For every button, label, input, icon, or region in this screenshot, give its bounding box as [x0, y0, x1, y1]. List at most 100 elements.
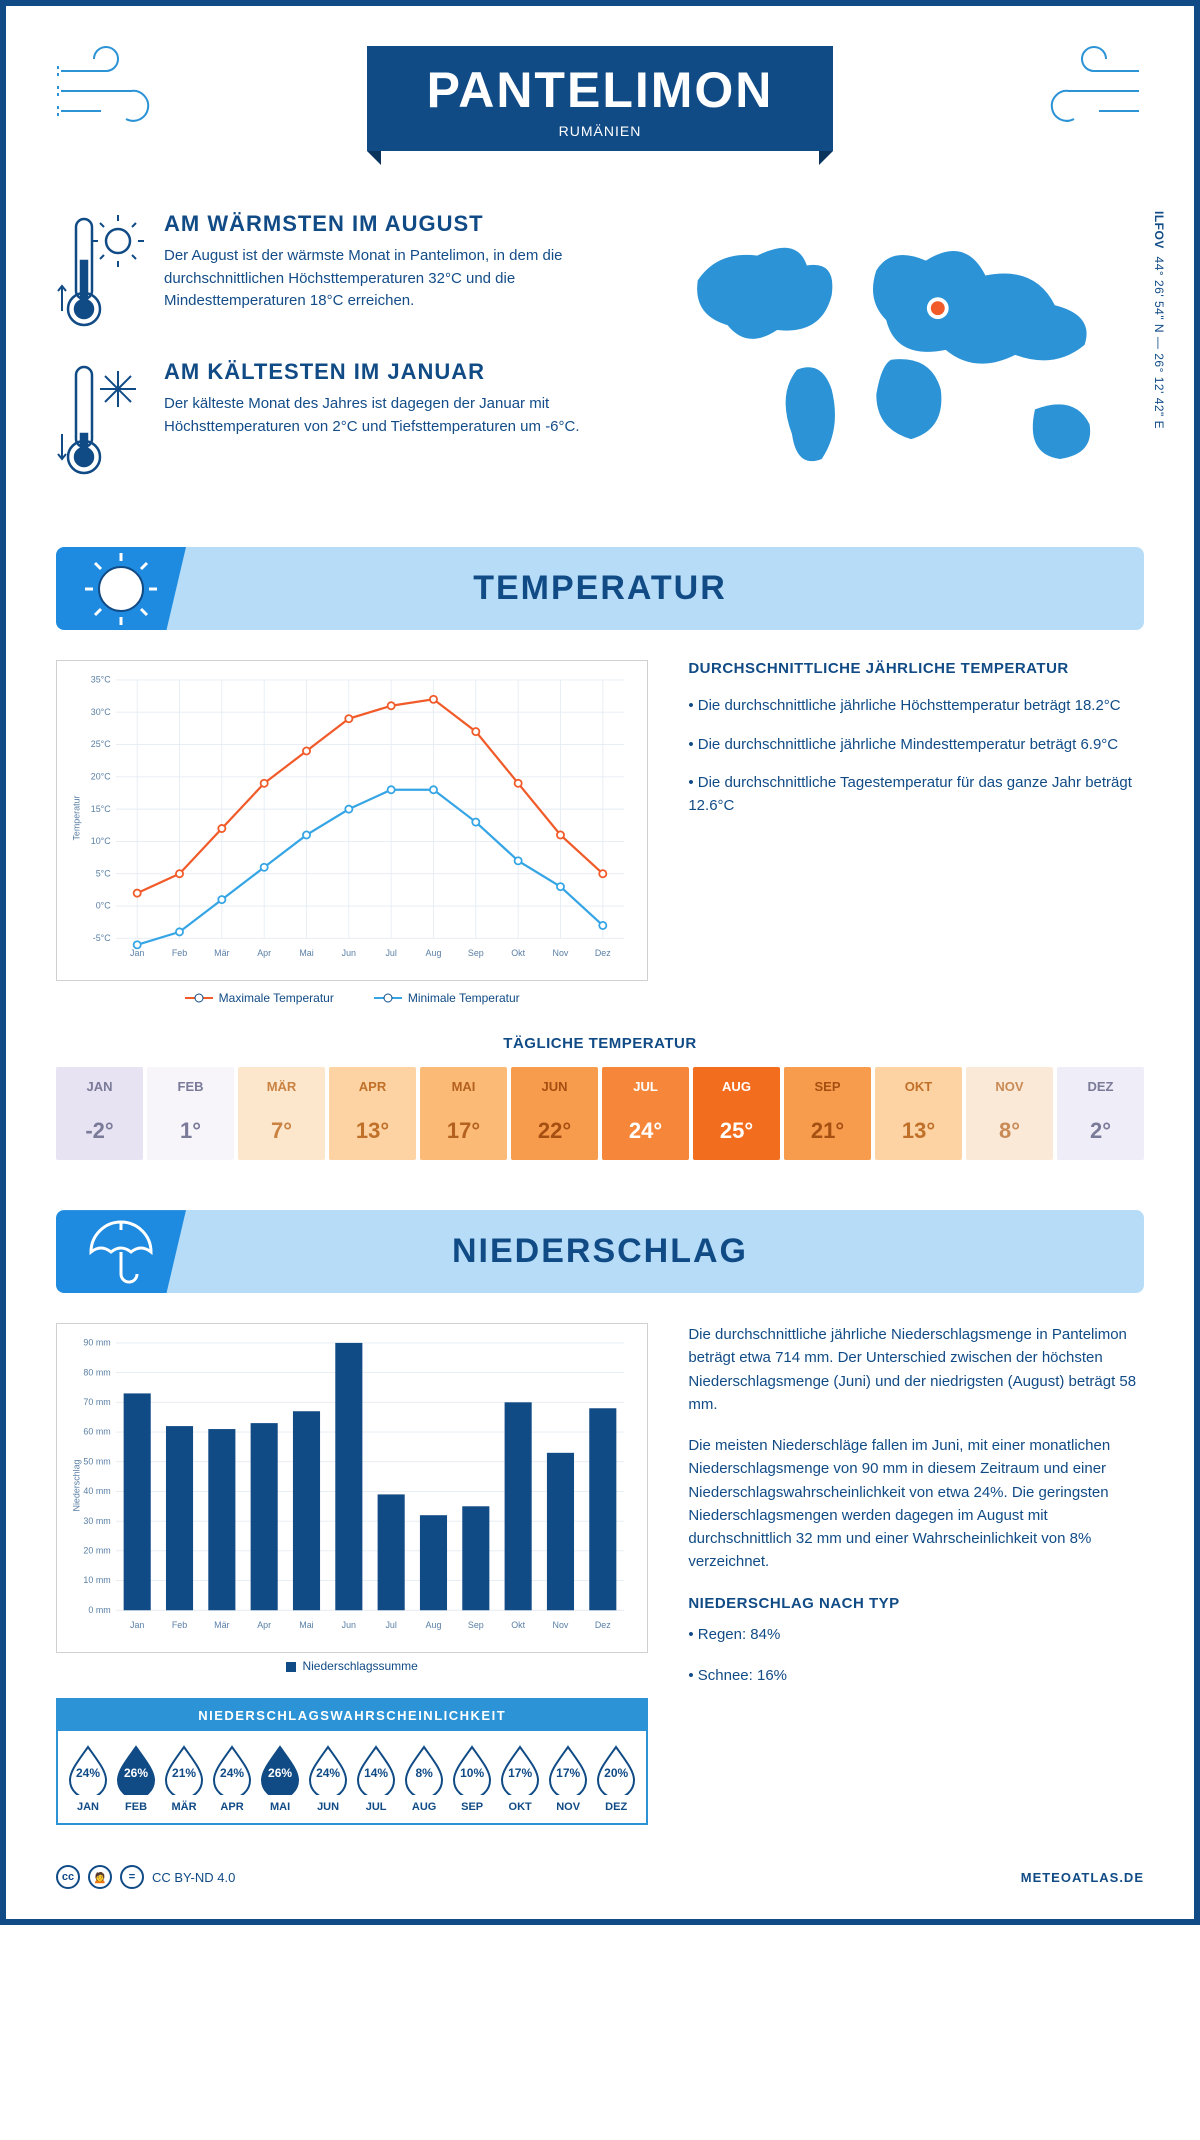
- svg-text:Dez: Dez: [595, 1620, 611, 1630]
- world-map: ILFOV 44° 26' 54" N — 26° 12' 42" E: [668, 211, 1144, 507]
- svg-text:25°C: 25°C: [91, 739, 111, 749]
- month-cell: JAN-2°: [56, 1067, 143, 1160]
- coldest-title: AM KÄLTESTEN IM JANUAR: [164, 359, 638, 385]
- prob-drop: 17%OKT: [500, 1745, 540, 1813]
- prob-drop: 26%FEB: [116, 1745, 156, 1813]
- title-ribbon: PANTELIMON RUMÄNIEN: [367, 46, 834, 151]
- coldest-block: AM KÄLTESTEN IM JANUAR Der kälteste Mona…: [56, 359, 638, 479]
- svg-text:Feb: Feb: [172, 948, 187, 958]
- month-cell: AUG25°: [693, 1067, 780, 1160]
- prob-drop: 10%SEP: [452, 1745, 492, 1813]
- svg-text:Sep: Sep: [468, 948, 484, 958]
- warmest-body: Der August ist der wärmste Monat in Pant…: [164, 245, 638, 313]
- svg-text:5°C: 5°C: [96, 868, 112, 878]
- svg-text:Jan: Jan: [130, 1620, 144, 1630]
- temperature-banner: TEMPERATUR: [56, 547, 1144, 630]
- thermometer-cold-icon: [56, 359, 146, 479]
- wind-icon: [56, 46, 176, 136]
- month-cell: JUN22°: [511, 1067, 598, 1160]
- svg-text:Feb: Feb: [172, 1620, 187, 1630]
- month-cell: MAI17°: [420, 1067, 507, 1160]
- by-icon: 🙍: [88, 1865, 112, 1889]
- precipitation-banner: NIEDERSCHLAG: [56, 1210, 1144, 1293]
- svg-text:Temperatur: Temperatur: [71, 795, 81, 840]
- warmest-block: AM WÄRMSTEN IM AUGUST Der August ist der…: [56, 211, 638, 331]
- month-cell: SEP21°: [784, 1067, 871, 1160]
- svg-text:Apr: Apr: [257, 1620, 271, 1630]
- city-title: PANTELIMON: [427, 61, 774, 119]
- svg-text:0°C: 0°C: [96, 901, 112, 911]
- prob-drop: 24%JAN: [68, 1745, 108, 1813]
- month-cell: JUL24°: [602, 1067, 689, 1160]
- precip-prob-title: NIEDERSCHLAGSWAHRSCHEINLICHKEIT: [58, 1700, 646, 1731]
- svg-text:Aug: Aug: [426, 948, 442, 958]
- svg-text:Jul: Jul: [385, 1620, 396, 1630]
- svg-text:15°C: 15°C: [91, 804, 111, 814]
- svg-text:Sep: Sep: [468, 1620, 484, 1630]
- svg-text:80 mm: 80 mm: [83, 1367, 110, 1377]
- prob-drop: 26%MAI: [260, 1745, 300, 1813]
- region-label: ILFOV: [1152, 211, 1166, 249]
- precip-probability-box: NIEDERSCHLAGSWAHRSCHEINLICHKEIT 24%JAN26…: [56, 1698, 648, 1825]
- svg-text:Mai: Mai: [299, 948, 313, 958]
- svg-text:Jun: Jun: [342, 1620, 356, 1630]
- svg-text:Jan: Jan: [130, 948, 144, 958]
- svg-text:40 mm: 40 mm: [83, 1486, 110, 1496]
- month-cell: APR13°: [329, 1067, 416, 1160]
- precip-type-title: NIEDERSCHLAG NACH TYP: [688, 1592, 1144, 1615]
- prob-drop: 24%APR: [212, 1745, 252, 1813]
- daily-temp-strip: JAN-2°FEB1°MÄR7°APR13°MAI17°JUN22°JUL24°…: [56, 1067, 1144, 1160]
- prob-drop: 24%JUN: [308, 1745, 348, 1813]
- svg-text:Mär: Mär: [214, 1620, 229, 1630]
- svg-text:Dez: Dez: [595, 948, 611, 958]
- prob-drop: 14%JUL: [356, 1745, 396, 1813]
- nd-icon: =: [120, 1865, 144, 1889]
- svg-text:Mai: Mai: [299, 1620, 313, 1630]
- header: PANTELIMON RUMÄNIEN: [56, 6, 1144, 181]
- svg-text:30 mm: 30 mm: [83, 1516, 110, 1526]
- coldest-body: Der kälteste Monat des Jahres ist dagege…: [164, 393, 638, 438]
- svg-text:-5°C: -5°C: [93, 933, 111, 943]
- precipitation-legend: Niederschlagssumme: [56, 1659, 648, 1673]
- prob-drop: 8%AUG: [404, 1745, 444, 1813]
- svg-text:20 mm: 20 mm: [83, 1546, 110, 1556]
- sun-icon: [56, 547, 186, 630]
- temperature-summary: DURCHSCHNITTLICHE JÄHRLICHE TEMPERATUR •…: [688, 660, 1144, 1005]
- precipitation-summary: Die durchschnittliche jährliche Niedersc…: [688, 1323, 1144, 1825]
- svg-text:60 mm: 60 mm: [83, 1427, 110, 1437]
- umbrella-icon: [56, 1210, 186, 1293]
- thermometer-hot-icon: [56, 211, 146, 331]
- svg-text:90 mm: 90 mm: [83, 1338, 110, 1348]
- svg-text:Jul: Jul: [385, 948, 396, 958]
- precipitation-chart: 0 mm10 mm20 mm30 mm40 mm50 mm60 mm70 mm8…: [56, 1323, 648, 1653]
- cc-license: cc 🙍 = CC BY-ND 4.0: [56, 1865, 235, 1889]
- prob-drop: 21%MÄR: [164, 1745, 204, 1813]
- avg-temp-title: DURCHSCHNITTLICHE JÄHRLICHE TEMPERATUR: [688, 660, 1144, 677]
- svg-text:30°C: 30°C: [91, 707, 111, 717]
- svg-text:Nov: Nov: [553, 948, 569, 958]
- cc-icon: cc: [56, 1865, 80, 1889]
- country-subtitle: RUMÄNIEN: [427, 123, 774, 139]
- month-cell: OKT13°: [875, 1067, 962, 1160]
- svg-text:Apr: Apr: [257, 948, 271, 958]
- footer: cc 🙍 = CC BY-ND 4.0 METEOATLAS.DE: [56, 1865, 1144, 1889]
- svg-text:Okt: Okt: [511, 948, 525, 958]
- svg-text:Okt: Okt: [511, 1620, 525, 1630]
- prob-drop: 17%NOV: [548, 1745, 588, 1813]
- month-cell: DEZ2°: [1057, 1067, 1144, 1160]
- month-cell: FEB1°: [147, 1067, 234, 1160]
- precipitation-title: NIEDERSCHLAG: [76, 1232, 1124, 1271]
- coords-label: 44° 26' 54" N — 26° 12' 42" E: [1152, 257, 1166, 430]
- svg-text:10°C: 10°C: [91, 836, 111, 846]
- svg-text:Aug: Aug: [426, 1620, 442, 1630]
- svg-text:70 mm: 70 mm: [83, 1397, 110, 1407]
- temperature-chart: -5°C 0°C 5°C 10°C 15°C 20°C 25°C 30°C 35°C Jan Feb…: [56, 660, 648, 981]
- warmest-title: AM WÄRMSTEN IM AUGUST: [164, 211, 638, 237]
- temperature-title: TEMPERATUR: [76, 569, 1124, 608]
- svg-text:20°C: 20°C: [91, 771, 111, 781]
- month-cell: MÄR7°: [238, 1067, 325, 1160]
- svg-text:35°C: 35°C: [91, 675, 111, 685]
- svg-text:10 mm: 10 mm: [83, 1575, 110, 1585]
- site-label: METEOATLAS.DE: [1021, 1870, 1144, 1885]
- svg-text:Mär: Mär: [214, 948, 229, 958]
